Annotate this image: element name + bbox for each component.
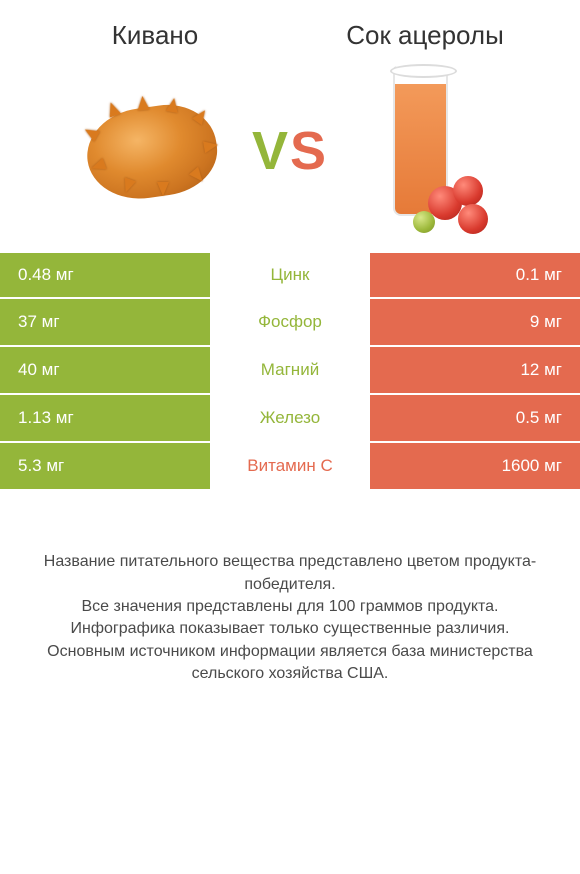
right-value: 12 мг — [370, 347, 580, 393]
images-row: VS — [0, 61, 580, 251]
left-value: 40 мг — [0, 347, 210, 393]
footer-line: Все значения представлены для 100 граммо… — [81, 598, 498, 615]
nutrient-name: Фосфор — [210, 299, 370, 345]
vs-label: VS — [252, 120, 328, 182]
footer-line: Название питательного вещества представл… — [44, 553, 536, 592]
kiwano-icon — [87, 104, 217, 199]
right-product-image — [348, 71, 508, 231]
nutrient-row: 5.3 мгВитамин C1600 мг — [0, 443, 580, 491]
footer-line: Инфографика показывает только существенн… — [71, 620, 510, 637]
left-product-image — [72, 71, 232, 231]
vs-v: V — [252, 121, 290, 181]
right-value: 0.5 мг — [370, 395, 580, 441]
nutrient-row: 1.13 мгЖелезо0.5 мг — [0, 395, 580, 443]
right-value: 1600 мг — [370, 443, 580, 489]
header-row: Кивано Сок ацеролы — [0, 0, 580, 61]
nutrient-row: 37 мгФосфор9 мг — [0, 299, 580, 347]
right-value: 0.1 мг — [370, 253, 580, 297]
juice-icon — [358, 66, 498, 236]
footer-line: Основным источником информации является … — [47, 643, 533, 682]
left-value: 5.3 мг — [0, 443, 210, 489]
nutrient-row: 40 мгМагний12 мг — [0, 347, 580, 395]
right-value: 9 мг — [370, 299, 580, 345]
left-product-title: Кивано — [30, 20, 280, 51]
nutrient-name: Витамин C — [210, 443, 370, 489]
footer-text: Название питательного вещества представл… — [0, 551, 580, 685]
nutrient-name: Железо — [210, 395, 370, 441]
nutrient-table: 0.48 мгЦинк0.1 мг37 мгФосфор9 мг40 мгМаг… — [0, 251, 580, 491]
nutrient-name: Цинк — [210, 253, 370, 297]
nutrient-name: Магний — [210, 347, 370, 393]
left-value: 37 мг — [0, 299, 210, 345]
left-value: 1.13 мг — [0, 395, 210, 441]
vs-s: S — [290, 121, 328, 181]
nutrient-row: 0.48 мгЦинк0.1 мг — [0, 251, 580, 299]
right-product-title: Сок ацеролы — [300, 20, 550, 51]
left-value: 0.48 мг — [0, 253, 210, 297]
